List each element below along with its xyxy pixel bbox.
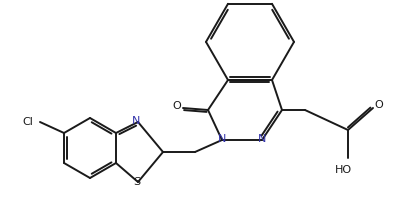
- Text: O: O: [173, 101, 182, 111]
- Text: HO: HO: [335, 165, 352, 175]
- Text: N: N: [258, 134, 266, 144]
- Text: O: O: [374, 100, 383, 110]
- Text: Cl: Cl: [22, 117, 33, 127]
- Text: N: N: [218, 134, 226, 144]
- Text: N: N: [132, 116, 140, 126]
- Text: S: S: [133, 177, 140, 187]
